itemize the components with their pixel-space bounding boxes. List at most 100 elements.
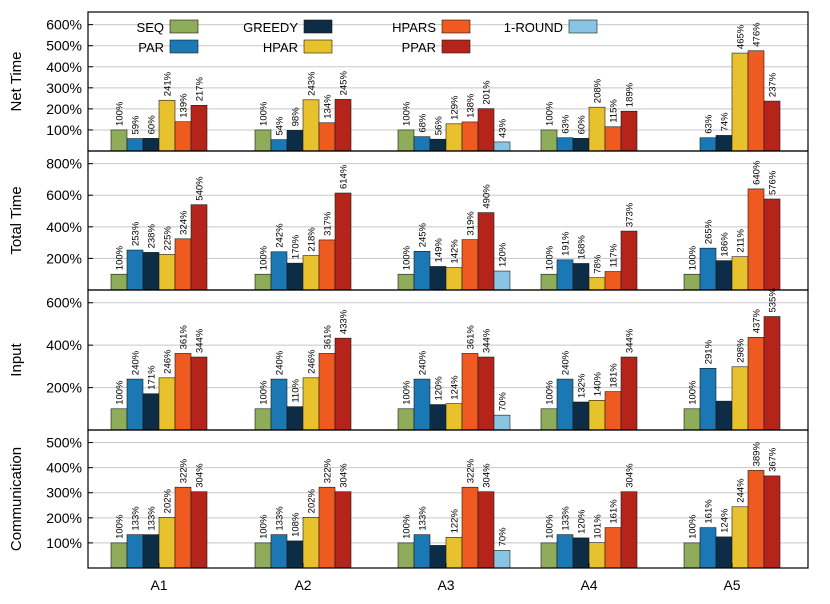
data-label: 476% xyxy=(752,22,763,47)
legend-label: PAR xyxy=(138,40,164,55)
data-label: 322% xyxy=(179,458,190,483)
data-label: 161% xyxy=(609,499,620,524)
data-label: 242% xyxy=(275,223,286,248)
bar-communication-a5-hpars xyxy=(747,470,765,569)
bar-communication-a1-ppar xyxy=(190,491,208,569)
bar-total-time-a3-greedy xyxy=(429,266,447,291)
data-label: 344% xyxy=(195,328,206,353)
bar-communication-a4-ppar xyxy=(620,491,638,569)
y-tick-label: 600% xyxy=(46,17,82,33)
data-label: 614% xyxy=(339,164,350,189)
data-label: 304% xyxy=(195,463,206,488)
bar-input-a1-greedy xyxy=(142,393,160,431)
bar-net-time-a2-greedy xyxy=(286,130,304,152)
bar-input-a5-hpar xyxy=(731,366,749,431)
data-label: 361% xyxy=(179,325,190,350)
bar-communication-a5-greedy xyxy=(715,536,733,569)
data-label: 319% xyxy=(466,211,477,236)
legend-label: SEQ xyxy=(137,20,164,35)
bar-total-time-a1-ppar xyxy=(190,204,208,291)
data-label: 70% xyxy=(498,527,509,547)
bar-input-a1-seq xyxy=(110,408,128,431)
bar-input-a2-ppar xyxy=(334,337,352,431)
data-label: 324% xyxy=(179,210,190,235)
bar-input-a4-hpar xyxy=(588,400,606,431)
bar-input-a5-seq xyxy=(683,408,701,431)
data-label: 100% xyxy=(115,101,126,126)
bar-input-a3-seq xyxy=(397,408,415,431)
bar-total-time-a1-hpar xyxy=(158,254,176,291)
bar-net-time-a5-hpars xyxy=(747,50,765,152)
bar-total-time-a2-par xyxy=(270,251,288,291)
bar-net-time-a4-hpars xyxy=(604,126,622,152)
bar-net-time-a3-par xyxy=(413,136,431,152)
panel-input: 200% 400% 600% Input 100% 240% 171% 246% 361% 344… xyxy=(8,288,809,431)
bar-total-time-a1-greedy xyxy=(142,252,160,291)
data-label: 389% xyxy=(752,442,763,467)
panel-communication: 100% 200% 300% 400% 500% Communication 100% 133… xyxy=(8,429,809,569)
bar-net-time-a4-greedy xyxy=(572,138,590,152)
x-tick-label: A3 xyxy=(437,577,454,593)
data-label: 98% xyxy=(291,107,302,127)
data-label: 133% xyxy=(418,506,429,531)
data-label: 244% xyxy=(736,478,747,503)
bar-total-time-a4-hpars xyxy=(604,271,622,291)
bar-communication-a2-hpars xyxy=(318,486,336,569)
data-label: 149% xyxy=(434,238,445,263)
legend-label: HPARS xyxy=(392,20,436,35)
y-axis-label: Total Time xyxy=(8,186,25,254)
bar-total-time-a5-seq xyxy=(683,273,701,291)
legend-item-seq: SEQ xyxy=(137,19,199,35)
data-label: 100% xyxy=(402,101,413,126)
legend-item-1-round: 1-ROUND xyxy=(504,19,598,35)
legend-label: 1-ROUND xyxy=(504,20,563,35)
bar-input-a2-hpar xyxy=(302,377,320,431)
bar-communication-a1-par xyxy=(126,534,144,569)
y-tick-label: 600% xyxy=(46,187,82,203)
bar-net-time-a3-ppar xyxy=(477,108,495,152)
bar-communication-a4-hpar xyxy=(588,542,606,569)
y-tick-label: 400% xyxy=(46,337,82,353)
data-label: 202% xyxy=(307,488,318,513)
bar-communication-a3-hpars xyxy=(461,486,479,569)
y-tick-label: 600% xyxy=(46,295,82,311)
bar-communication-a3-greedy xyxy=(429,545,447,569)
bar-net-time-a1-ppar xyxy=(190,104,208,152)
data-label: 186% xyxy=(720,232,731,257)
data-label: 100% xyxy=(688,245,699,270)
data-label: 576% xyxy=(768,170,779,195)
bar-total-time-a4-ppar xyxy=(620,230,638,291)
chart-panels: 100% 200% 300% 400% 500% 600% Net Time 100% 59% 6… xyxy=(8,11,809,569)
data-label: 240% xyxy=(275,350,286,375)
data-label: 108% xyxy=(291,512,302,537)
bar-communication-a3-hpar xyxy=(445,537,463,569)
data-label: 246% xyxy=(307,349,318,374)
y-tick-label: 500% xyxy=(46,38,82,54)
y-axis-label: Input xyxy=(8,342,25,376)
bar-total-time-a3-hpar xyxy=(445,267,463,291)
legend-item-par: PAR xyxy=(138,39,199,55)
legend-item-hpars: HPARS xyxy=(392,19,471,35)
bar-net-time-a4-seq xyxy=(540,129,558,152)
data-label: 240% xyxy=(418,350,429,375)
data-label: 201% xyxy=(482,80,493,105)
bar-net-time-a5-hpar xyxy=(731,52,749,152)
data-label: 253% xyxy=(131,221,142,246)
bar-net-time-a2-par xyxy=(270,139,288,152)
bar-communication-a5-hpar xyxy=(731,506,749,569)
data-label: 43% xyxy=(498,118,509,138)
x-tick-label: A2 xyxy=(294,577,311,593)
y-tick-label: 400% xyxy=(46,460,82,476)
bar-input-a4-greedy xyxy=(572,401,590,431)
bar-input-a5-par xyxy=(699,367,717,431)
bar-input-a4-ppar xyxy=(620,356,638,431)
data-label: 344% xyxy=(482,328,493,353)
legend-swatch xyxy=(303,19,333,34)
data-label: 168% xyxy=(577,235,588,260)
data-label: 133% xyxy=(131,506,142,531)
bar-input-a3-greedy xyxy=(429,404,447,431)
bar-net-time-a1-par xyxy=(126,138,144,152)
data-label: 70% xyxy=(498,392,509,412)
data-label: 60% xyxy=(577,115,588,135)
data-label: 124% xyxy=(450,375,461,400)
